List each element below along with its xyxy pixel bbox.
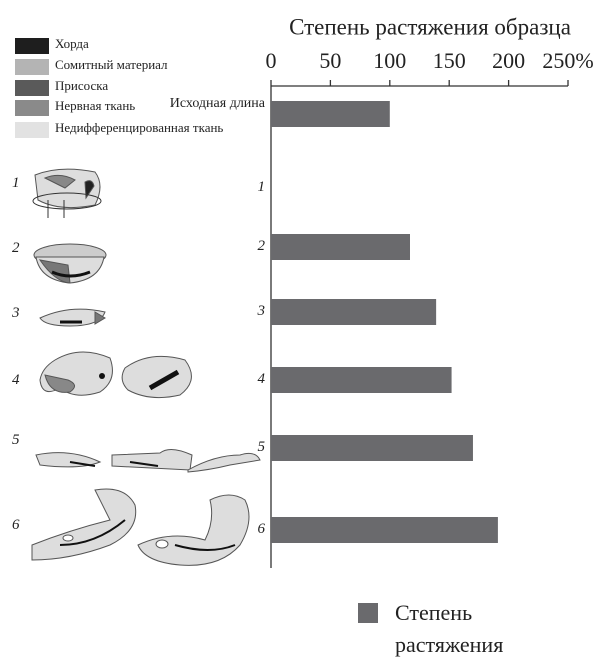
row-number: 6 [12,517,34,534]
x-tick-label: 200 [492,48,525,73]
tissue-swatch [15,100,49,116]
tissue-label: Нервная ткань [55,100,240,112]
y-tick-label: 5 [225,439,265,456]
bar [271,234,410,260]
tissue-label: Присоска [55,80,240,92]
bar [271,367,452,393]
tissue-swatch [15,59,49,75]
chart-title: Степень растяжения образца [289,14,571,39]
y-tick-label: 1 [225,179,265,196]
bar [271,299,436,325]
tissue-label: Недифференцированная ткань [55,122,240,134]
row-number: 5 [12,432,34,449]
x-tick-label: 50 [319,48,341,73]
row-number: 1 [12,175,34,192]
tissue-swatch [15,122,49,138]
tissue-label: Хорда [55,38,240,50]
x-tick-label: 250% [542,48,593,73]
page: Степень растяжения образца 0 50 100 150 200 2… [0,0,615,659]
x-tick-label: 100 [373,48,406,73]
y-tick-label: 2 [225,238,265,255]
x-tick-label: 0 [266,48,277,73]
row-number: 4 [12,372,34,389]
row-number: 3 [12,305,34,322]
bar [271,517,498,543]
row-number: 2 [12,240,34,257]
y-tick-label: 6 [225,521,265,538]
y-tick-label: 3 [225,303,265,320]
bar [271,435,473,461]
tissue-swatch [15,38,49,54]
tissue-label: Сомитный материал [55,59,240,71]
tissue-swatch [15,80,49,96]
bar [271,101,390,127]
x-tick-label: 150 [433,48,466,73]
y-tick-label: 4 [225,371,265,388]
legend: Степень растяжения [356,597,486,659]
legend-label: Степень растяжения [395,597,486,659]
legend-swatch [358,603,378,623]
embryo-drawings [32,169,260,565]
